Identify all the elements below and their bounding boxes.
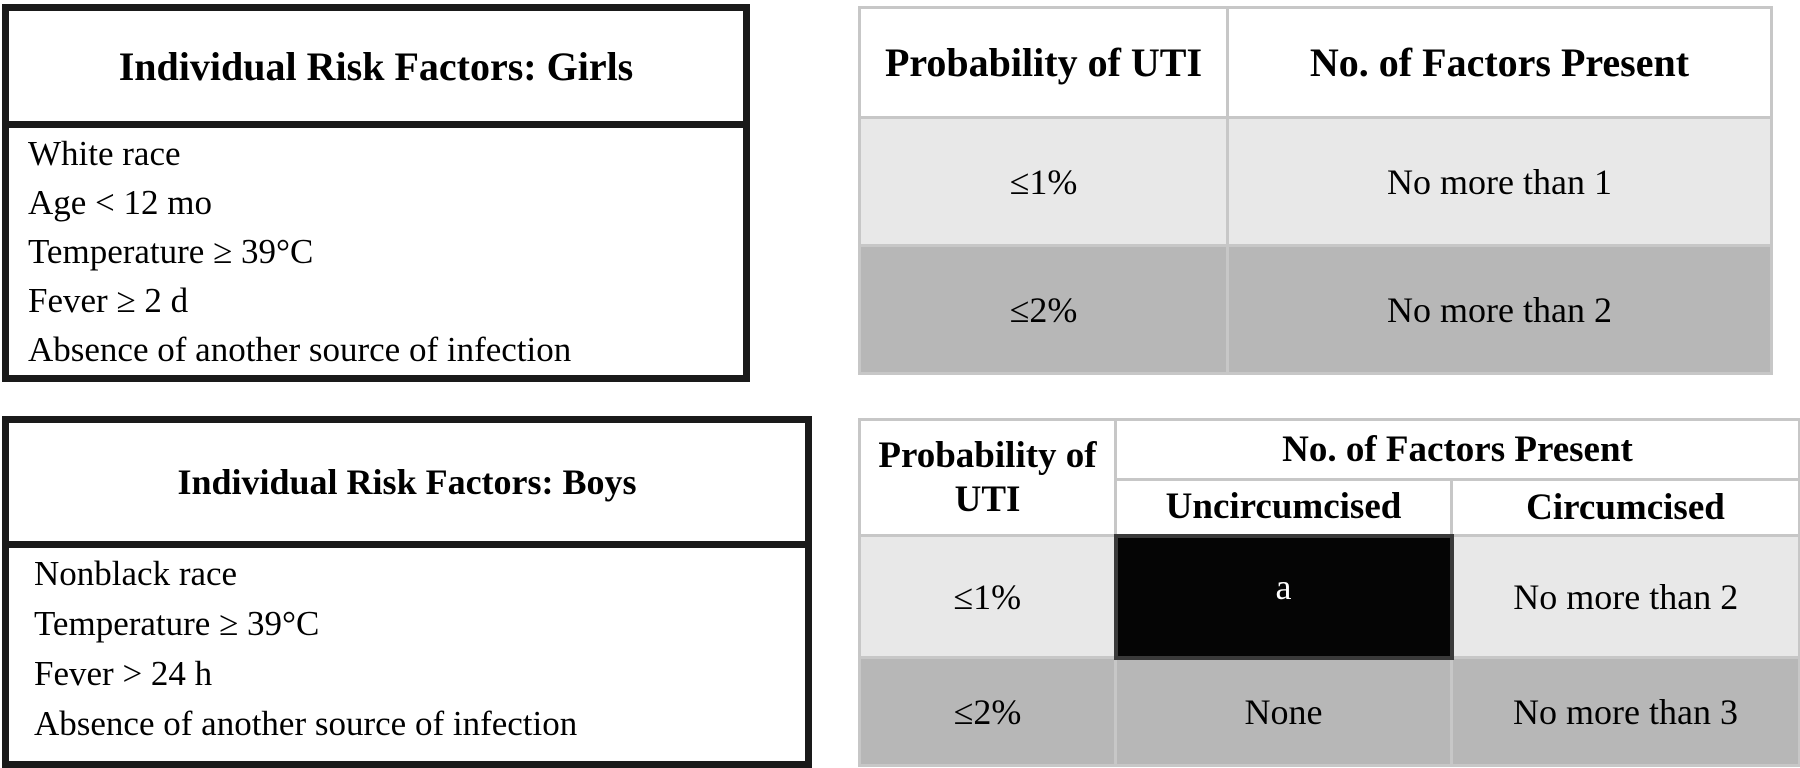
header-probability-of-uti: Probability of UTI	[858, 418, 1117, 537]
list-item: Nonblack race	[34, 554, 238, 593]
list-item: Fever > 24 h	[34, 654, 213, 693]
header-no-of-factors: No. of Factors Present	[1226, 6, 1773, 119]
header-circumcised: Circumcised	[1450, 478, 1800, 537]
circumcised-cell: No more than 2	[1450, 534, 1800, 659]
list-item: Temperature ≥ 39°C	[28, 232, 314, 271]
probability-cell: ≤2%	[858, 244, 1229, 375]
factors-cell: No more than 2	[1226, 244, 1773, 375]
table-row: ≤1% No more than 1	[858, 116, 1773, 247]
girls-risk-factors-box: Individual Risk Factors: Girls White rac…	[2, 4, 750, 382]
boys-risk-factor-list: Nonblack race Temperature ≥ 39°C Fever >…	[9, 541, 805, 761]
boys-probability-table: Probability of UTI No. of Factors Presen…	[858, 418, 1800, 767]
header-probability-of-uti: Probability of UTI	[858, 6, 1229, 119]
circumcised-cell: No more than 3	[1450, 656, 1800, 767]
boys-risk-factors-box: Individual Risk Factors: Boys Nonblack r…	[2, 416, 812, 768]
table-row: ≤2% None No more than 3	[858, 656, 1800, 767]
probability-cell: ≤2%	[858, 656, 1117, 767]
boys-risk-factors-title: Individual Risk Factors: Boys	[9, 423, 805, 548]
uncircumcised-cell: a	[1113, 533, 1454, 660]
factors-cell: No more than 1	[1226, 116, 1773, 247]
list-item: Fever ≥ 2 d	[28, 281, 189, 320]
girls-risk-factors-title: Individual Risk Factors: Girls	[9, 11, 743, 128]
list-item: White race	[28, 134, 181, 173]
table-row: ≤2% No more than 2	[858, 244, 1773, 375]
header-uncircumcised: Uncircumcised	[1114, 478, 1453, 537]
list-item: Absence of another source of infection	[34, 704, 578, 743]
probability-cell: ≤1%	[858, 116, 1229, 247]
list-item: Temperature ≥ 39°C	[34, 604, 320, 643]
girls-probability-table: Probability of UTI No. of Factors Presen…	[858, 6, 1773, 375]
girls-risk-factor-list: White race Age < 12 mo Temperature ≥ 39°…	[9, 121, 743, 375]
probability-cell: ≤1%	[858, 534, 1117, 659]
uncircumcised-cell: None	[1114, 656, 1453, 767]
list-item: Absence of another source of infection	[28, 330, 572, 369]
list-item: Age < 12 mo	[28, 183, 213, 222]
table-row: ≤1% a No more than 2	[858, 533, 1800, 660]
header-no-of-factors: No. of Factors Present	[1114, 418, 1800, 481]
